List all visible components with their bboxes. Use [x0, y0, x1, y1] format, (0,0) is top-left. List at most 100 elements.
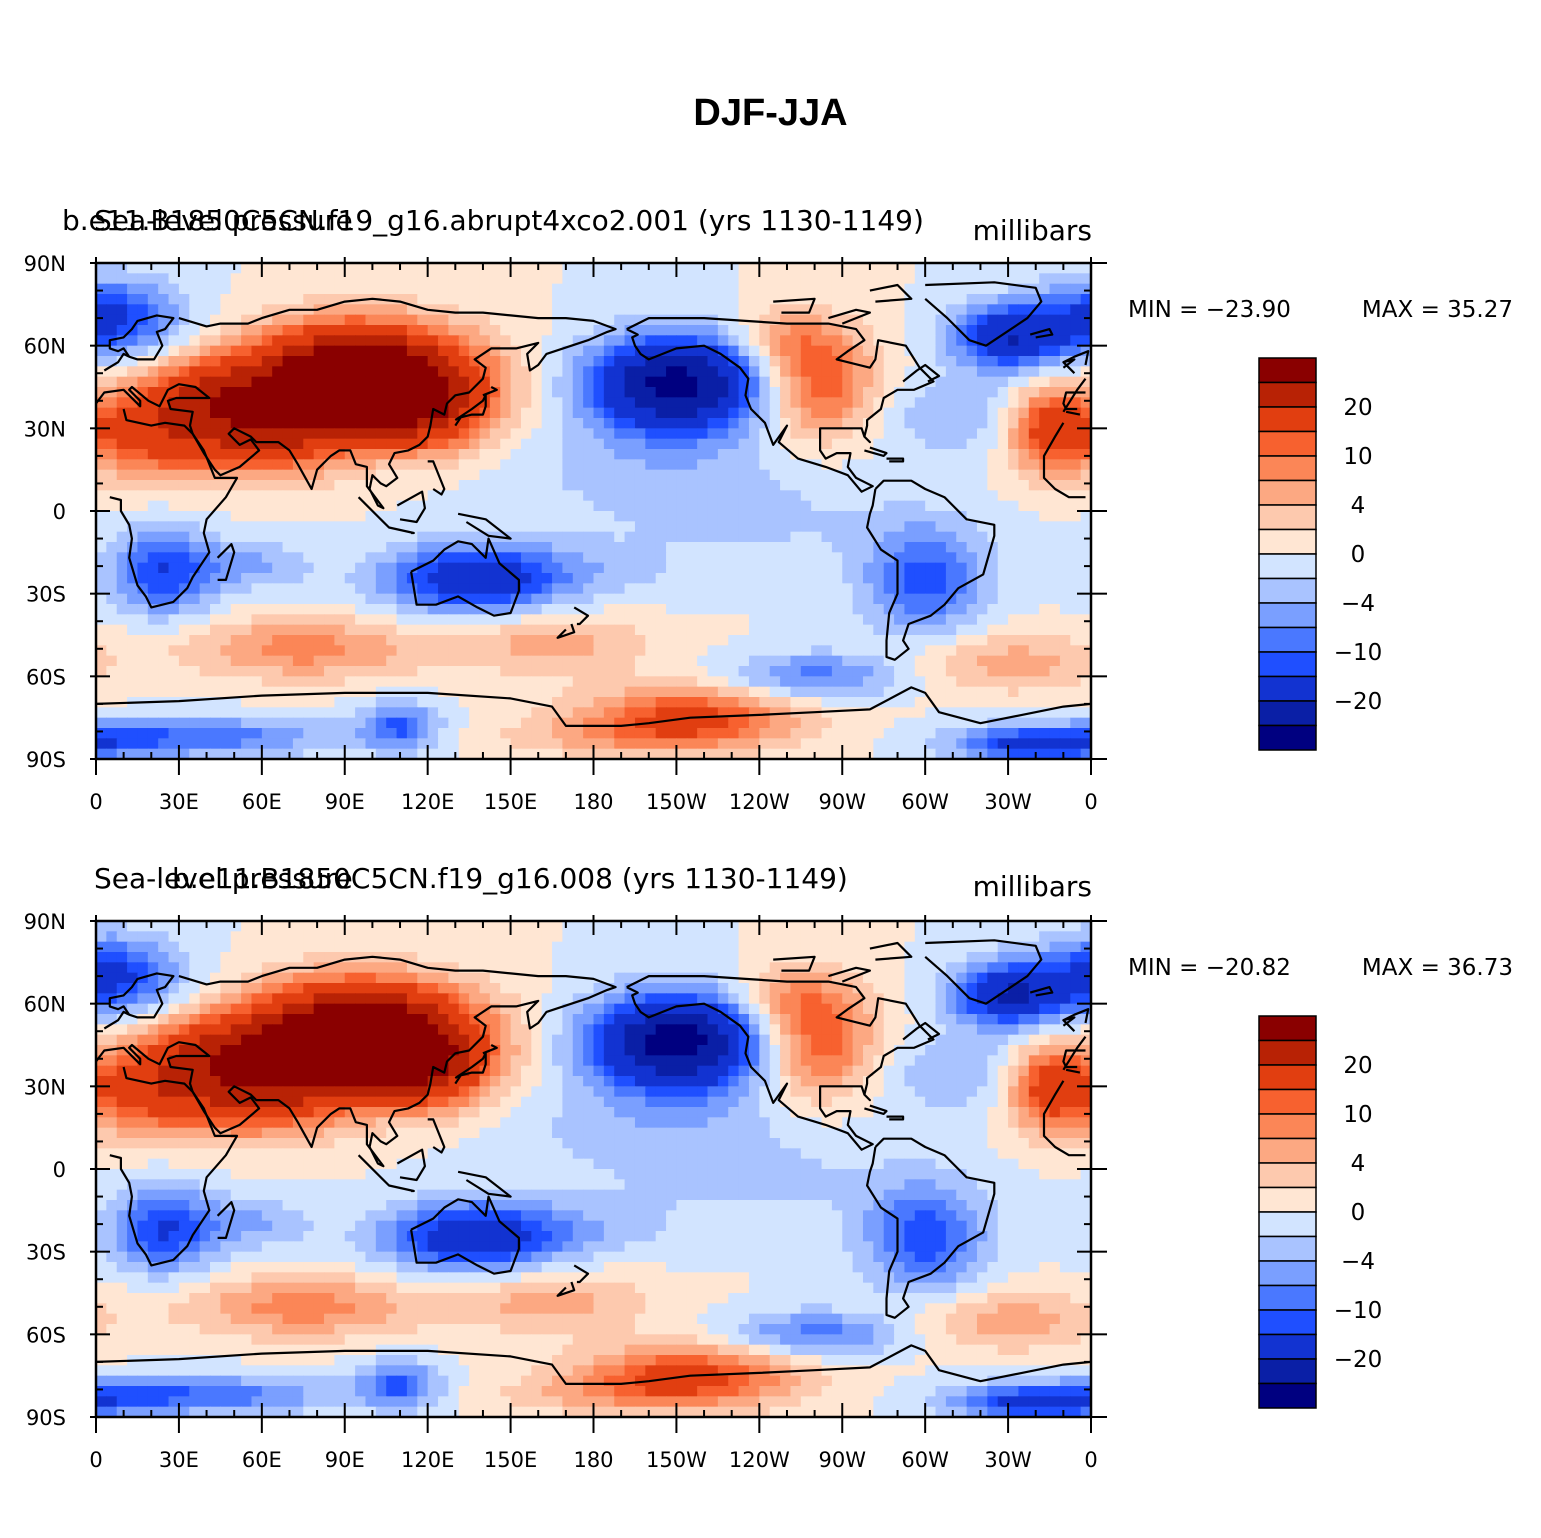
- field-cell: [406, 738, 418, 750]
- field-cell: [925, 583, 937, 595]
- field-cell: [666, 490, 678, 502]
- field-cell: [282, 490, 294, 502]
- field-cell: [894, 314, 906, 326]
- field-cell: [966, 294, 978, 305]
- field-cell: [614, 697, 626, 708]
- field-cell: [707, 614, 719, 626]
- field-cell: [862, 366, 874, 378]
- field-cell: [780, 407, 792, 419]
- field-cell: [344, 738, 356, 750]
- field-cell: [375, 459, 387, 471]
- field-cell: [956, 738, 968, 750]
- field-cell: [127, 397, 139, 409]
- field-cell: [116, 573, 128, 584]
- field-cell: [365, 449, 377, 460]
- field-cell: [220, 542, 232, 553]
- field-cell: [1059, 500, 1071, 512]
- field-cell: [914, 728, 926, 739]
- field-cell: [158, 335, 170, 347]
- field-cell: [375, 614, 387, 626]
- field-cell: [324, 593, 335, 605]
- field-cell: [324, 666, 335, 677]
- field-cell: [976, 263, 988, 274]
- field-cell: [904, 542, 916, 553]
- field-cell: [925, 449, 937, 460]
- field-cell: [811, 325, 823, 336]
- field-cell: [355, 604, 367, 615]
- field-cell: [634, 583, 646, 595]
- field-cell: [904, 469, 916, 481]
- field-cell: [666, 666, 678, 677]
- field-cell: [790, 655, 802, 667]
- field-cell: [748, 666, 760, 677]
- field-cell: [386, 418, 398, 429]
- field-cell: [272, 748, 284, 760]
- field-cell: [894, 645, 906, 657]
- field-cell: [106, 490, 118, 502]
- field-cell: [96, 921, 107, 932]
- field-cell: [365, 635, 377, 646]
- field-cell: [1080, 573, 1092, 584]
- field-cell: [106, 521, 118, 533]
- field-cell: [800, 531, 812, 543]
- field-cell: [106, 273, 118, 285]
- field-cell: [1028, 521, 1040, 533]
- field-cell: [790, 449, 802, 460]
- field-cell: [375, 283, 387, 295]
- field-cell: [780, 531, 792, 543]
- field-cell: [728, 397, 740, 409]
- field-cell: [935, 686, 947, 698]
- field-cell: [655, 366, 667, 378]
- field-cell: [831, 542, 843, 553]
- field-cell: [1049, 407, 1061, 419]
- field-cell: [572, 325, 584, 336]
- field-cell: [1028, 738, 1040, 750]
- field-cell: [510, 542, 522, 553]
- field-cell: [531, 490, 543, 502]
- field-cell: [303, 542, 315, 553]
- field-cell: [189, 748, 201, 760]
- field-cell: [862, 335, 874, 347]
- field-cell: [178, 438, 190, 450]
- field-cell: [686, 593, 698, 605]
- field-cell: [831, 717, 843, 729]
- colorbar-swatch: [1258, 651, 1317, 678]
- field-cell: [417, 335, 429, 347]
- field-cell: [811, 583, 823, 595]
- field-cell: [344, 604, 356, 615]
- field-cell: [282, 655, 294, 667]
- field-cell: [230, 294, 242, 305]
- field-cell: [396, 387, 408, 398]
- field-cell: [997, 449, 1009, 460]
- field-cell: [655, 531, 667, 543]
- field-cell: [303, 521, 315, 533]
- field-cell: [147, 542, 159, 553]
- field-cell: [624, 449, 636, 460]
- field-cell: [489, 921, 501, 932]
- field-cell: [96, 748, 107, 760]
- field-cell: [925, 490, 937, 502]
- field-cell: [272, 666, 284, 677]
- field-cell: [438, 304, 449, 316]
- field-cell: [603, 304, 615, 316]
- field-cell: [624, 500, 636, 512]
- field-cell: [821, 717, 833, 729]
- field-cell: [686, 521, 698, 533]
- field-cell: [417, 931, 429, 943]
- field-cell: [894, 635, 906, 646]
- field-cell: [593, 728, 605, 739]
- field-cell: [479, 697, 491, 708]
- field-cell: [997, 531, 1009, 543]
- field-cell: [1049, 314, 1061, 326]
- field-cell: [355, 263, 367, 274]
- field-cell: [697, 314, 709, 326]
- field-cell: [811, 335, 823, 347]
- field-cell: [210, 635, 221, 646]
- field-cell: [531, 263, 543, 274]
- field-cell: [945, 573, 957, 584]
- field-cell: [894, 614, 906, 626]
- field-cell: [945, 397, 957, 409]
- field-cell: [220, 273, 232, 285]
- field-cell: [1018, 604, 1030, 615]
- field-cell: [282, 624, 294, 636]
